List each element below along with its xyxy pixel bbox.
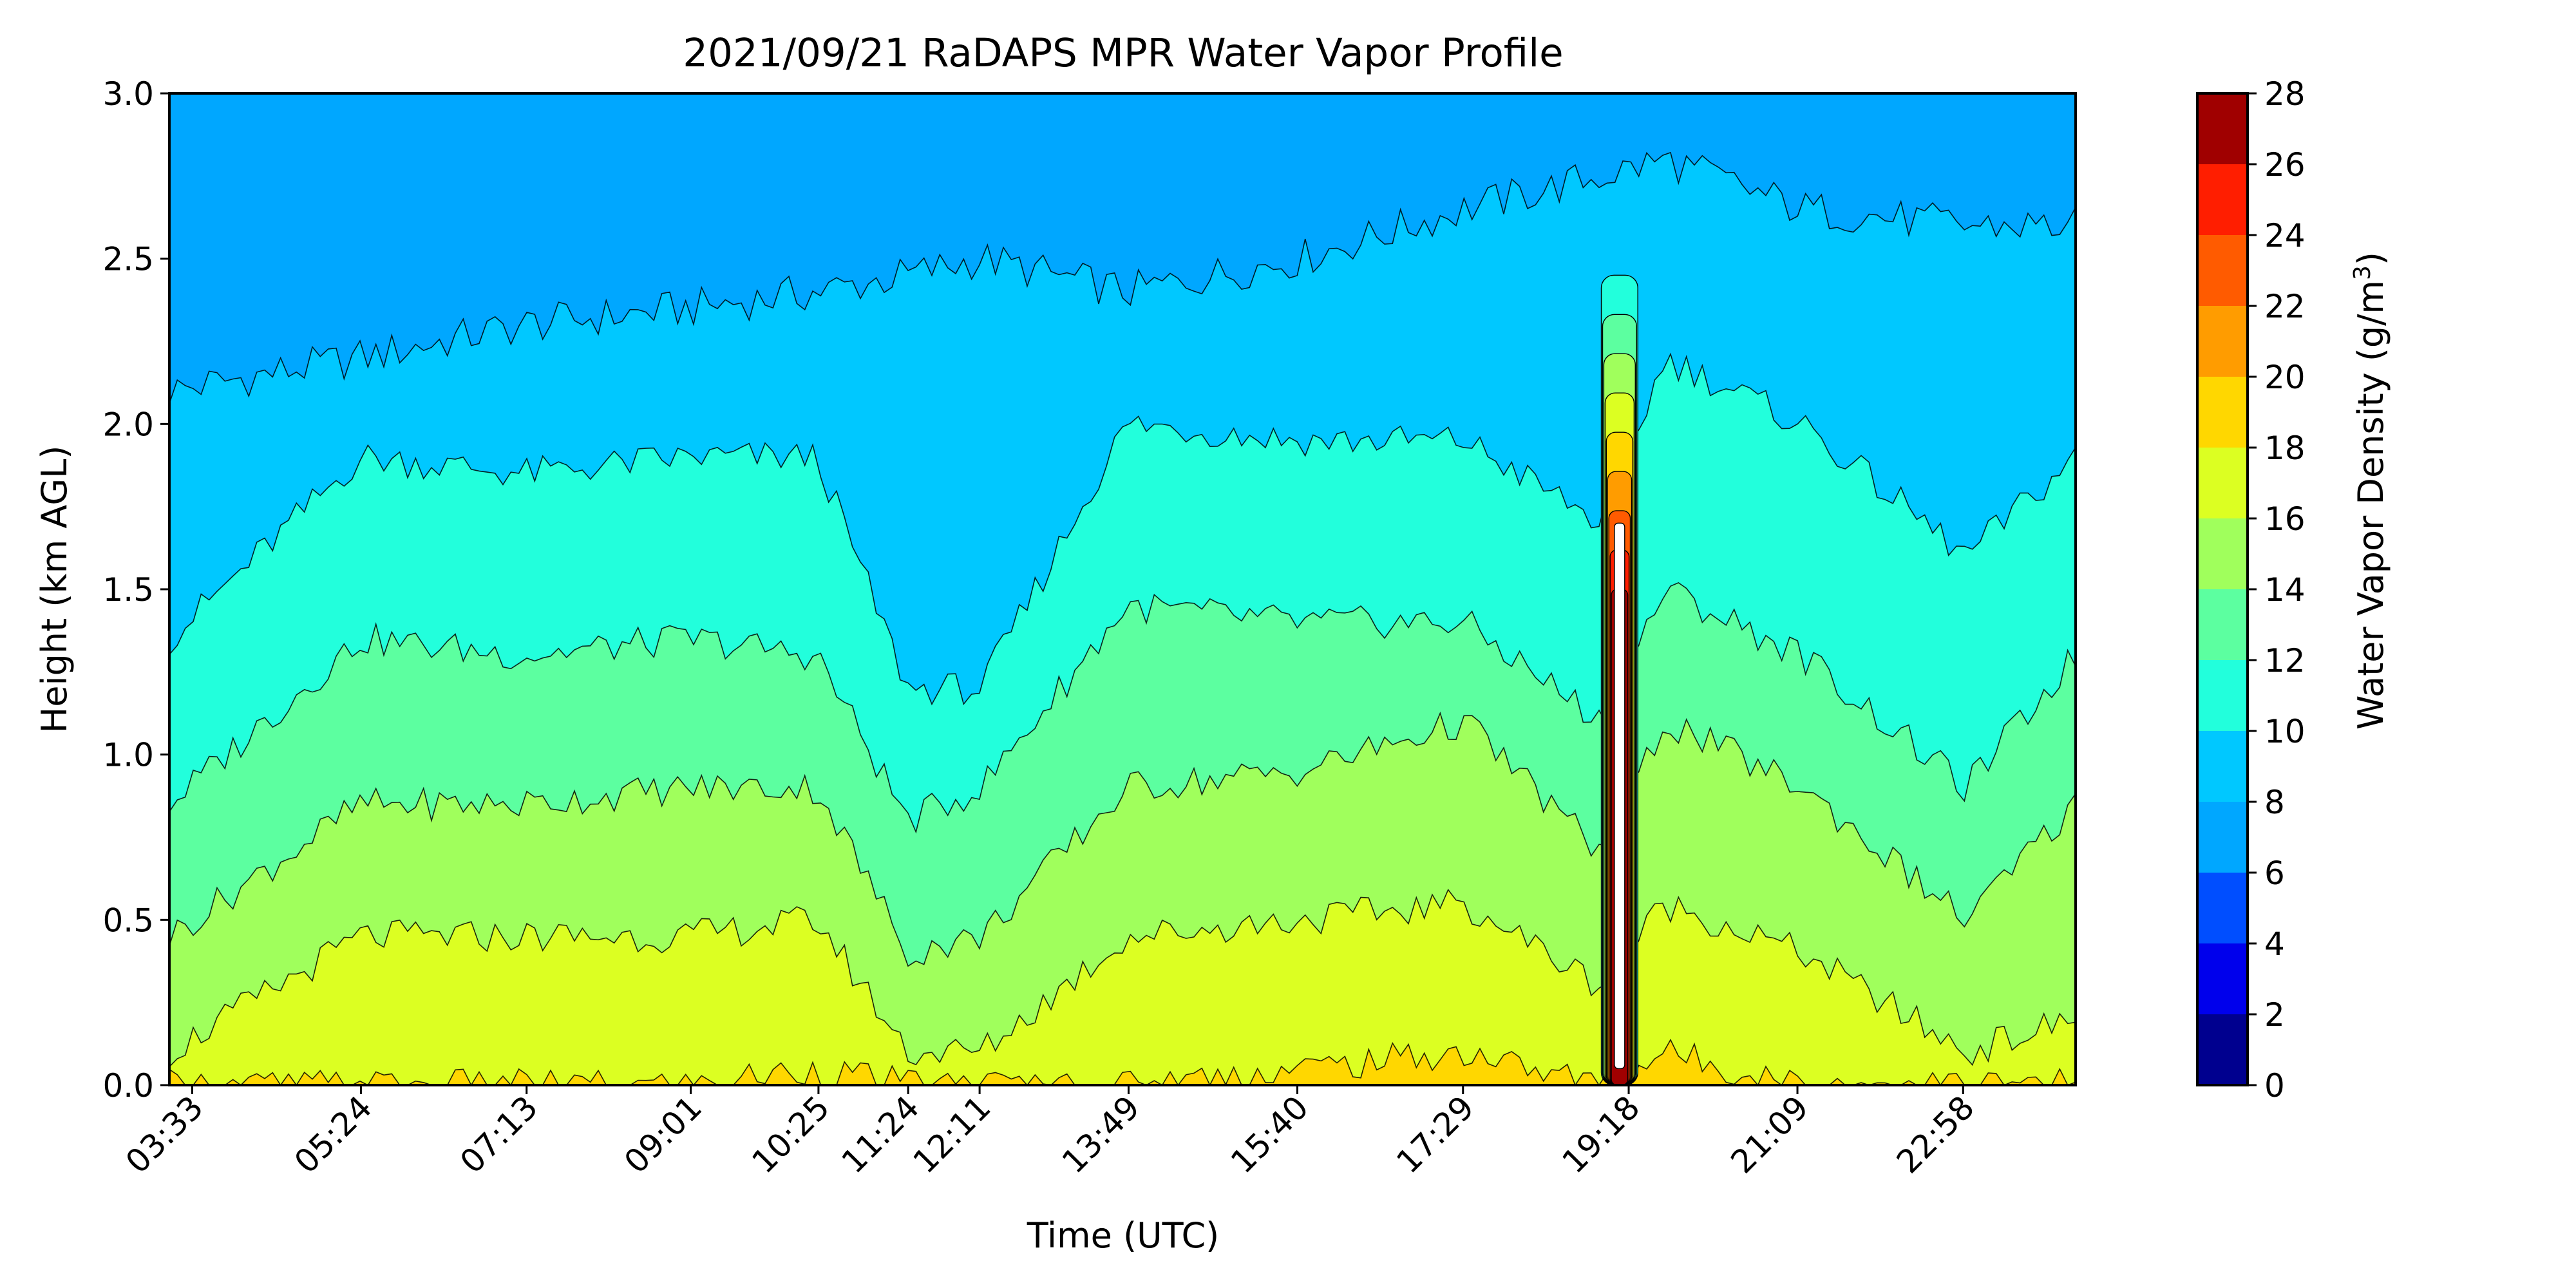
colorbar-tick-label: 8 — [2264, 784, 2285, 821]
x-tick-label: 10:25 — [744, 1088, 837, 1180]
x-tick-label: 17:29 — [1389, 1088, 1481, 1180]
x-tick-label: 19:18 — [1555, 1088, 1647, 1180]
contour-line-layer — [169, 151, 2076, 1085]
x-tick-label: 11:24 — [835, 1088, 927, 1180]
colorbar-band — [2197, 164, 2248, 235]
colorbar-band — [2197, 1014, 2248, 1085]
y-tick-label: 0.5 — [102, 902, 154, 939]
colorbar-band — [2197, 943, 2248, 1014]
moist-column-feature — [1600, 274, 1638, 1085]
colorbar-tick-label: 10 — [2264, 713, 2306, 750]
contour-line-8 — [169, 151, 2076, 404]
contour-line-10 — [169, 352, 2076, 706]
colorbar-tick-label: 4 — [2264, 925, 2285, 963]
colorbar-band — [2197, 377, 2248, 448]
y-tick-label: 0.0 — [102, 1067, 154, 1104]
contour-line-14 — [169, 712, 2076, 967]
colorbar-band — [2197, 802, 2248, 873]
chart-title: 2021/09/21 RaDAPS MPR Water Vapor Profil… — [683, 30, 1563, 76]
y-tick-label: 1.5 — [102, 571, 154, 609]
colorbar-tick-label: 26 — [2264, 146, 2306, 184]
colorbar-band — [2197, 93, 2248, 164]
colorbar-tick-label: 20 — [2264, 359, 2306, 396]
y-tick-label: 1.0 — [102, 737, 154, 774]
x-tick-label: 13:49 — [1055, 1088, 1147, 1180]
contour-band-16 — [169, 889, 2076, 1085]
colorbar-tick-label: 16 — [2264, 500, 2306, 538]
x-tick-label: 09:01 — [617, 1088, 709, 1180]
colorbar-tick-label: 12 — [2264, 642, 2306, 679]
x-tick-label: 22:58 — [1889, 1088, 1982, 1180]
colorbar-band — [2197, 660, 2248, 731]
contour-line-12 — [169, 582, 2076, 834]
colorbar-tick-label: 18 — [2264, 430, 2306, 467]
x-tick-label: 15:40 — [1224, 1088, 1316, 1180]
x-tick-label: 21:09 — [1724, 1088, 1816, 1180]
y-tick-label: 3.0 — [102, 75, 154, 113]
colorbar-band — [2197, 873, 2248, 943]
colorbar-band — [2197, 518, 2248, 589]
contour-line-18 — [169, 1038, 2076, 1085]
contour-line-16 — [169, 889, 2076, 1068]
colorbar-tick-label: 22 — [2264, 288, 2306, 325]
colorbar-bands — [2197, 93, 2248, 1085]
colorbar-label-superscript: 3 — [2349, 265, 2376, 280]
colorbar-tick-label: 28 — [2264, 75, 2306, 113]
colorbar-tick-label: 2 — [2264, 996, 2285, 1034]
colorbar-tick-label: 14 — [2264, 571, 2306, 609]
colorbar-band — [2197, 235, 2248, 306]
y-axis-label: Height (km AGL) — [34, 446, 75, 734]
colorbar-band — [2197, 448, 2248, 518]
column-core — [1614, 522, 1625, 1069]
x-axis-label: Time (UTC) — [1027, 1215, 1220, 1256]
colorbar-band — [2197, 306, 2248, 377]
contour-plot-area — [168, 92, 2077, 1086]
colorbar-tick-label: 0 — [2264, 1067, 2285, 1104]
y-axis: 0.0 0.5 1.0 1.5 2.0 2.5 3.0 — [102, 75, 169, 1104]
colorbar-tick-label: 24 — [2264, 217, 2306, 254]
colorbar-tick-label: 6 — [2264, 855, 2285, 892]
contour-fill-layer — [169, 93, 2076, 1085]
x-tick-label: 05:24 — [287, 1088, 379, 1180]
colorbar-label-end: ) — [2351, 252, 2391, 265]
x-tick-label: 12:11 — [906, 1088, 998, 1180]
contour-band-18 — [169, 1039, 2076, 1085]
colorbar-band — [2197, 589, 2248, 660]
x-tick-label: 07:13 — [453, 1088, 545, 1180]
y-tick-label: 2.5 — [102, 241, 154, 278]
colorbar-band — [2197, 731, 2248, 802]
y-tick-label: 2.0 — [102, 406, 154, 443]
colorbar-label-main: Water Vapor Density (g/m — [2351, 280, 2391, 730]
colorbar-label: Water Vapor Density (g/m3) — [2349, 252, 2392, 730]
